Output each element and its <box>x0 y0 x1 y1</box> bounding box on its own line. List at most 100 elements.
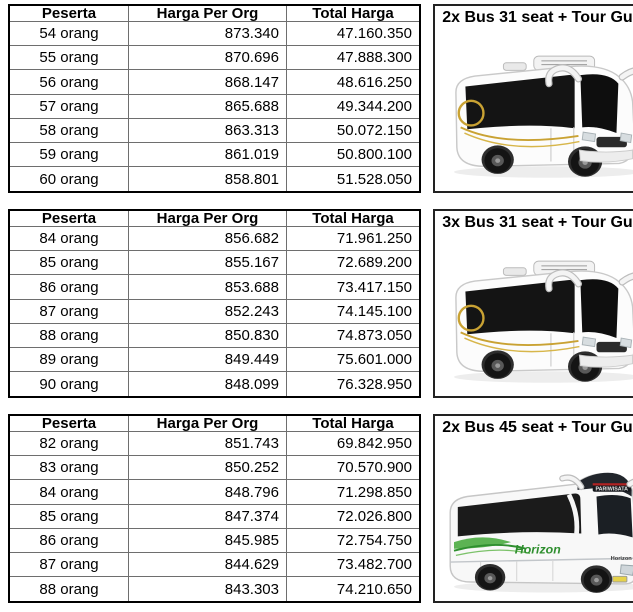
cell-harga-per-org: 863.313 <box>128 117 287 144</box>
table-row: 85 orang 855.167 72.689.200 <box>8 250 421 276</box>
column-header-harga-per-org: Harga Per Org <box>128 209 287 227</box>
coach-front-brand: Horizon <box>611 557 633 563</box>
bus-panel-title: 2x Bus 31 seat + Tour Guide <box>442 9 633 26</box>
table-row: 84 orang 856.682 71.961.250 <box>8 225 421 252</box>
cell-total-harga: 71.298.850 <box>286 479 421 505</box>
table-row: 82 orang 851.743 69.842.950 <box>8 430 421 457</box>
column-header-peserta: Peserta <box>8 209 129 227</box>
cell-total-harga: 49.344.200 <box>286 93 421 119</box>
bus-panel-2: 3x Bus 31 seat + Tour Guide <box>433 209 633 398</box>
cell-harga-per-org: 870.696 <box>128 45 287 71</box>
cell-harga-per-org: 873.340 <box>128 20 287 47</box>
cell-total-harga: 47.160.350 <box>286 20 421 47</box>
cell-harga-per-org: 865.688 <box>128 93 287 119</box>
cell-total-harga: 74.145.100 <box>286 298 421 324</box>
cell-harga-per-org: 858.801 <box>128 166 287 193</box>
table-row: 86 orang 845.985 72.754.750 <box>8 527 421 554</box>
cell-peserta: 87 orang <box>8 298 129 324</box>
pricing-section-bus31-3x: Peserta Harga Per Org Total Harga 84 ora… <box>8 209 633 398</box>
cell-total-harga: 50.072.150 <box>286 117 421 144</box>
cell-total-harga: 72.026.800 <box>286 503 421 529</box>
column-header-harga-per-org: Harga Per Org <box>128 414 287 432</box>
cell-harga-per-org: 855.167 <box>128 250 287 276</box>
cell-total-harga: 72.754.750 <box>286 527 421 554</box>
column-header-total-harga: Total Harga <box>286 209 421 227</box>
table-row: 83 orang 850.252 70.570.900 <box>8 455 421 481</box>
cell-total-harga: 73.482.700 <box>286 552 421 578</box>
coach-45-image: PARIWISATA Horizon Horizon <box>449 473 633 594</box>
cell-total-harga: 73.417.150 <box>286 274 421 300</box>
cell-harga-per-org: 852.243 <box>128 298 287 324</box>
table-row: 54 orang 873.340 47.160.350 <box>8 20 421 47</box>
header-row: Peserta Harga Per Org Total Harga <box>8 209 421 227</box>
table-row: 90 orang 848.099 76.328.950 <box>8 371 421 398</box>
table-row: 87 orang 844.629 73.482.700 <box>8 552 421 578</box>
cell-peserta: 55 orang <box>8 45 129 71</box>
cell-harga-per-org: 861.019 <box>128 142 287 168</box>
cell-peserta: 83 orang <box>8 455 129 481</box>
cell-total-harga: 74.873.050 <box>286 322 421 349</box>
table-row: 85 orang 847.374 72.026.800 <box>8 503 421 529</box>
cell-harga-per-org: 851.743 <box>128 430 287 457</box>
cell-peserta: 87 orang <box>8 552 129 578</box>
price-table-bus31-2x: Peserta Harga Per Org Total Harga 54 ora… <box>8 4 421 193</box>
cell-peserta: 57 orang <box>8 93 129 119</box>
cell-harga-per-org: 848.099 <box>128 371 287 398</box>
cell-peserta: 85 orang <box>8 503 129 529</box>
cell-total-harga: 70.570.900 <box>286 455 421 481</box>
cell-peserta: 82 orang <box>8 430 129 457</box>
table-row: 59 orang 861.019 50.800.100 <box>8 142 421 168</box>
cell-total-harga: 75.601.000 <box>286 347 421 373</box>
pricing-section-bus45-2x: Peserta Harga Per Org Total Harga 82 ora… <box>8 414 633 603</box>
cell-total-harga: 47.888.300 <box>286 45 421 71</box>
bus-panel-title: 2x Bus 45 seat + Tour Guide <box>442 419 633 436</box>
cell-peserta: 88 orang <box>8 322 129 349</box>
minibus-31-image <box>454 261 633 384</box>
cell-total-harga: 71.961.250 <box>286 225 421 252</box>
coach-side-brand: Horizon <box>515 543 561 557</box>
cell-harga-per-org: 844.629 <box>128 552 287 578</box>
cell-peserta: 56 orang <box>8 69 129 95</box>
bus-panel-title: 3x Bus 31 seat + Tour Guide <box>442 214 633 231</box>
cell-harga-per-org: 849.449 <box>128 347 287 373</box>
table-row: 89 orang 849.449 75.601.000 <box>8 347 421 373</box>
cell-peserta: 54 orang <box>8 20 129 47</box>
column-header-total-harga: Total Harga <box>286 4 421 22</box>
table-row: 88 orang 850.830 74.873.050 <box>8 322 421 349</box>
table-row: 55 orang 870.696 47.888.300 <box>8 45 421 71</box>
cell-peserta: 90 orang <box>8 371 129 398</box>
table-row: 87 orang 852.243 74.145.100 <box>8 298 421 324</box>
table-row: 56 orang 868.147 48.616.250 <box>8 69 421 95</box>
cell-total-harga: 51.528.050 <box>286 166 421 193</box>
cell-peserta: 58 orang <box>8 117 129 144</box>
cell-peserta: 85 orang <box>8 250 129 276</box>
table-row: 58 orang 863.313 50.072.150 <box>8 117 421 144</box>
cell-peserta: 86 orang <box>8 527 129 554</box>
column-header-total-harga: Total Harga <box>286 414 421 432</box>
table-row: 86 orang 853.688 73.417.150 <box>8 274 421 300</box>
header-row: Peserta Harga Per Org Total Harga <box>8 4 421 22</box>
pricing-section-bus31-2x: Peserta Harga Per Org Total Harga 54 ora… <box>8 4 633 193</box>
cell-total-harga: 74.210.650 <box>286 576 421 603</box>
table-row: 84 orang 848.796 71.298.850 <box>8 479 421 505</box>
column-header-peserta: Peserta <box>8 414 129 432</box>
cell-harga-per-org: 845.985 <box>128 527 287 554</box>
cell-peserta: 84 orang <box>8 225 129 252</box>
column-header-harga-per-org: Harga Per Org <box>128 4 287 22</box>
cell-harga-per-org: 848.796 <box>128 479 287 505</box>
cell-peserta: 89 orang <box>8 347 129 373</box>
cell-peserta: 84 orang <box>8 479 129 505</box>
price-table-bus45-2x: Peserta Harga Per Org Total Harga 82 ora… <box>8 414 421 603</box>
cell-harga-per-org: 847.374 <box>128 503 287 529</box>
bus-panel-3: 2x Bus 45 seat + Tour Guide PARIWISATA H… <box>433 414 633 603</box>
cell-total-harga: 69.842.950 <box>286 430 421 457</box>
header-row: Peserta Harga Per Org Total Harga <box>8 414 421 432</box>
table-row: 60 orang 858.801 51.528.050 <box>8 166 421 193</box>
bus-panel-1: 2x Bus 31 seat + Tour Guide <box>433 4 633 193</box>
cell-harga-per-org: 853.688 <box>128 274 287 300</box>
coach-front-sign: PARIWISATA <box>595 487 628 493</box>
cell-peserta: 88 orang <box>8 576 129 603</box>
cell-harga-per-org: 868.147 <box>128 69 287 95</box>
cell-total-harga: 48.616.250 <box>286 69 421 95</box>
price-table-bus31-3x: Peserta Harga Per Org Total Harga 84 ora… <box>8 209 421 398</box>
